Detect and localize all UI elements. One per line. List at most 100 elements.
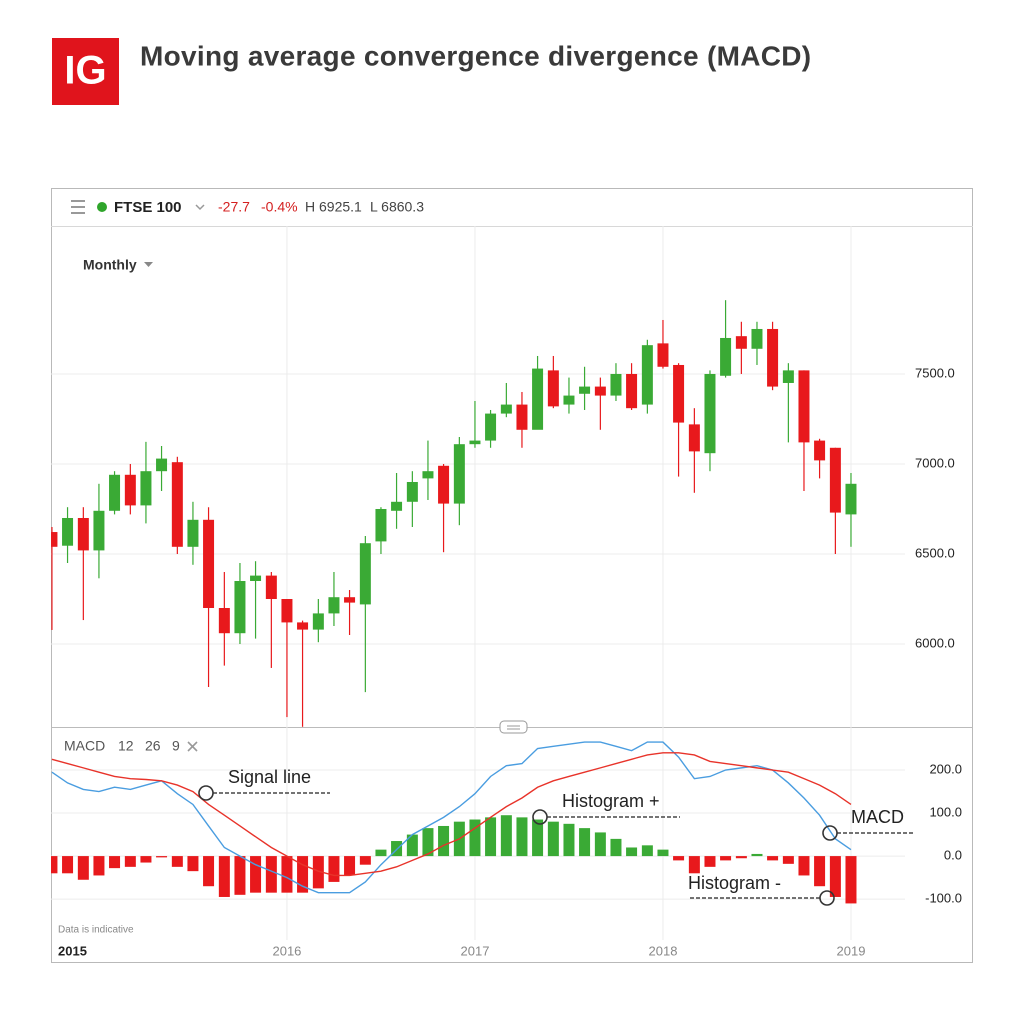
histogram-bar xyxy=(532,819,544,857)
x-tick-label: 2019 xyxy=(837,943,866,958)
candle-body xyxy=(547,370,559,407)
histogram-bar xyxy=(187,856,199,872)
indicator-param: 26 xyxy=(145,738,161,754)
histogram-bar xyxy=(814,856,826,887)
histogram-bar xyxy=(829,856,841,897)
histogram-bar xyxy=(594,832,606,857)
annotation: Histogram + xyxy=(562,791,660,811)
annotation-marker xyxy=(198,785,214,801)
histogram-bar xyxy=(500,815,512,857)
histogram-bar xyxy=(782,856,794,864)
histogram-bar xyxy=(265,856,277,893)
y-tick-label: 6500.0 xyxy=(915,545,955,560)
interval-chevron[interactable] xyxy=(144,262,153,267)
histogram-bar xyxy=(62,856,74,874)
symbol[interactable]: FTSE 100 xyxy=(114,199,182,216)
histogram-bar xyxy=(626,847,638,857)
histogram-bar xyxy=(610,838,622,857)
annotation-marker xyxy=(822,825,838,841)
macd-plot xyxy=(51,741,857,904)
candle-body xyxy=(500,404,512,414)
histogram-bar xyxy=(641,845,653,857)
annotation-marker xyxy=(532,809,548,825)
candle-body xyxy=(140,471,152,506)
candle-body xyxy=(281,599,293,623)
histogram-bar xyxy=(328,856,340,882)
candle-body xyxy=(594,386,606,396)
candle-body xyxy=(626,373,638,409)
histogram-bar xyxy=(845,856,857,904)
candle-body xyxy=(359,543,371,605)
annotation-marker xyxy=(819,890,835,906)
histogram-bar xyxy=(359,856,371,865)
candle-body xyxy=(422,471,434,479)
candle-body xyxy=(51,532,58,547)
histogram-bar xyxy=(281,856,293,893)
logo: IG xyxy=(64,49,106,93)
candle-body xyxy=(735,336,747,349)
histogram-bar xyxy=(93,856,105,876)
histogram-bar xyxy=(516,817,528,857)
indicator-name: MACD xyxy=(64,738,105,754)
candle-body xyxy=(93,510,105,551)
candle-body xyxy=(265,575,277,600)
candle-body xyxy=(297,622,309,630)
histogram-bar xyxy=(51,856,58,874)
candle-body xyxy=(234,581,246,634)
y-tick-label: 0.0 xyxy=(944,848,962,863)
candle-body xyxy=(109,474,121,511)
menu-icon[interactable] xyxy=(71,200,85,214)
candle-body xyxy=(657,343,669,367)
candle-body xyxy=(688,424,700,452)
histogram-bar xyxy=(124,856,136,867)
candle-body xyxy=(469,440,481,445)
candle-body xyxy=(673,364,685,423)
x-tick-label: 2017 xyxy=(461,943,490,958)
candle-body xyxy=(391,501,403,511)
change: -27.7 xyxy=(218,199,250,215)
indicator-line xyxy=(51,752,852,877)
histogram-bar xyxy=(469,819,481,857)
histogram-bar xyxy=(767,856,779,861)
candle-body xyxy=(250,575,262,582)
x-tick-label: 2018 xyxy=(649,943,678,958)
candle-body xyxy=(814,440,826,461)
candle-body xyxy=(156,458,168,472)
status-dot xyxy=(97,202,107,212)
histogram-bar xyxy=(297,856,309,893)
histogram-bar xyxy=(250,856,262,893)
histogram-bar xyxy=(312,856,324,889)
y-tick-label: -100.0 xyxy=(925,891,962,906)
histogram-bar xyxy=(704,856,716,867)
candle-body xyxy=(187,519,199,547)
candle-body xyxy=(829,447,841,513)
page-title: Moving average convergence divergence (M… xyxy=(140,40,811,71)
histogram-bar xyxy=(735,856,747,859)
candle-body xyxy=(704,373,716,454)
x-start-label: 2015 xyxy=(58,943,87,958)
indicator-param: 9 xyxy=(172,738,180,754)
panel-resize-handle[interactable] xyxy=(499,720,528,734)
candle-body xyxy=(171,462,183,547)
y-tick-label: 7000.0 xyxy=(915,455,955,470)
symbol-chevron[interactable] xyxy=(195,204,205,211)
candle-body xyxy=(62,517,74,546)
histogram-bar xyxy=(485,817,497,857)
candle-body xyxy=(751,328,763,349)
histogram-bar xyxy=(203,856,215,887)
indicator-close[interactable] xyxy=(187,741,198,752)
candle-body xyxy=(845,483,857,515)
change-pct: -0.4% xyxy=(261,199,298,215)
histogram-bar xyxy=(171,856,183,867)
logo-box xyxy=(52,38,119,105)
high: H 6925.1 xyxy=(305,199,362,215)
candle-body xyxy=(563,395,575,405)
histogram-bar xyxy=(579,828,591,857)
histogram-bar xyxy=(406,834,418,857)
interval-selector[interactable]: Monthly xyxy=(83,257,137,273)
histogram-bar xyxy=(563,823,575,857)
candle-body xyxy=(767,328,779,387)
histogram-bar xyxy=(657,849,669,857)
low: L 6860.3 xyxy=(370,199,424,215)
